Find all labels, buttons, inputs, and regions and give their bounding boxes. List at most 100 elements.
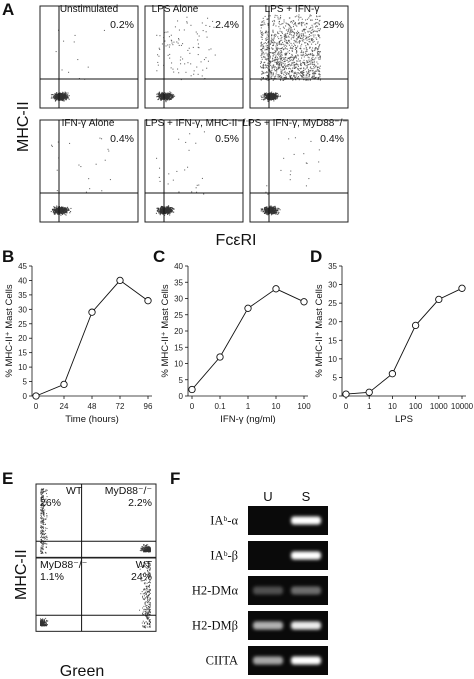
panel-letter-b: B <box>2 247 14 266</box>
flow-dots <box>50 29 105 102</box>
flow-plot-percent: 0.5% <box>215 133 239 145</box>
x-tick-label: 0.1 <box>214 402 226 411</box>
flow-plot-title: LPS + IFN-γ, MyD88⁻/⁻ <box>242 118 347 129</box>
data-point <box>272 285 280 293</box>
gel-row: H2-DMβ <box>192 611 328 640</box>
flow-plot-title: LPS + IFN-γ <box>265 4 320 15</box>
y-tick-label: 30 <box>174 295 183 304</box>
flow-plot-e-left-pct: 1.1% <box>40 571 64 583</box>
flow-plot-percent: 2.4% <box>215 19 239 31</box>
y-axis-title: % MHC-II⁺ Mast Cells <box>314 284 325 377</box>
line-chart-d: 0 5 10 15 20 25 30 35 0 1 10 100 1000 10000 LPS % MHC-I… <box>314 262 474 425</box>
flow-plot-title: IFN-γ Alone <box>62 118 115 129</box>
line-chart-b: 0 5 10 15 20 25 30 35 40 45 0 24 48 72 96 Time (hours)%… <box>4 262 153 425</box>
y-tick-label: 15 <box>18 349 27 358</box>
y-tick-label: 35 <box>174 278 183 287</box>
x-axis-title: LPS <box>395 414 413 425</box>
gel-band-s <box>291 516 321 525</box>
y-tick-label: 20 <box>174 327 183 336</box>
panel-a-flow-plots: MHC-II FcεRI Unstimulated 0.2% LPS Alone 2.… <box>15 4 349 249</box>
data-point <box>342 390 350 398</box>
series-line <box>35 279 149 397</box>
panel-letter-a: A <box>2 0 14 19</box>
y-tick-label: 5 <box>179 376 184 385</box>
y-tick-label: 5 <box>333 373 338 382</box>
y-tick-label: 10 <box>174 360 183 369</box>
gel-row: CIITA <box>206 646 328 675</box>
flow-plot-e-right-label: MyD88⁻/⁻ <box>105 485 153 497</box>
y-tick-label: 35 <box>18 291 27 300</box>
panel-a-ylabel: MHC-II <box>15 101 32 152</box>
x-tick-label: 0 <box>344 402 349 411</box>
gel-row: IAᵇ-α <box>210 506 328 535</box>
flow-plot-title: LPS Alone <box>152 4 199 15</box>
y-tick-label: 0 <box>333 392 338 401</box>
x-tick-label: 72 <box>116 402 125 411</box>
x-tick-label: 1 <box>367 402 372 411</box>
data-point <box>300 298 308 306</box>
series-line <box>191 288 305 390</box>
gel-band-u <box>253 586 283 595</box>
flow-plot-percent: 0.2% <box>110 19 134 31</box>
gel-band-u <box>253 621 283 630</box>
gel-row: IAᵇ-β <box>210 541 328 570</box>
data-point <box>411 321 420 330</box>
y-tick-label: 10 <box>18 363 27 372</box>
y-tick-label: 25 <box>18 320 27 329</box>
lane-label-u: U <box>263 489 272 504</box>
y-tick-label: 45 <box>18 262 27 271</box>
y-tick-label: 30 <box>328 281 337 290</box>
panel-letter-f: F <box>170 469 180 488</box>
flow-plot-title: Unstimulated <box>60 4 118 15</box>
x-tick-label: 48 <box>88 402 97 411</box>
data-point <box>144 297 152 305</box>
flow-plot-percent: 0.4% <box>110 133 134 145</box>
series-line <box>345 287 463 395</box>
data-point <box>32 392 40 400</box>
flow-plot-1 <box>39 5 139 109</box>
flow-plot-5 <box>144 119 244 223</box>
gel-row-label: H2-DMβ <box>192 619 238 633</box>
x-tick-label: 1000 <box>430 402 448 411</box>
gel-band-s <box>291 551 321 560</box>
gel-band-s <box>291 656 321 665</box>
flow-plot-percent: 29% <box>323 19 344 31</box>
gel-row-label: CIITA <box>206 654 238 668</box>
line-chart-c: 0 5 10 15 20 25 30 35 40 0 0.1 1 10 100 IFN-γ (ng/ml)%… <box>160 262 311 425</box>
panel-letter-e: E <box>2 469 13 488</box>
gel-row-label: IAᵇ-α <box>210 514 238 528</box>
flow-plot-percent: 0.4% <box>320 133 344 145</box>
flow-plot-e-right-pct: 2.2% <box>128 497 152 509</box>
flow-plot-4 <box>39 119 139 223</box>
x-tick-label: 0 <box>190 402 195 411</box>
flow-plot-e-left-label: MyD88⁻/⁻ <box>40 559 88 571</box>
x-axis-title: IFN-γ (ng/ml) <box>220 414 275 425</box>
x-axis-title: Time (hours) <box>65 414 119 425</box>
flow-plot-e-left-label: WT <box>66 485 83 497</box>
y-tick-label: 40 <box>174 262 183 271</box>
flow-plot-2 <box>144 5 244 109</box>
y-tick-label: 5 <box>23 378 28 387</box>
data-point <box>216 353 224 361</box>
y-tick-label: 40 <box>18 276 27 285</box>
flow-plot-e-left-pct: 26% <box>40 497 61 509</box>
data-point <box>188 385 196 394</box>
flow-plot-e-1: WT MyD88⁻/⁻ 26% 2.2% <box>35 483 157 558</box>
panel-e-xlabel: Green <box>60 663 104 679</box>
y-tick-label: 25 <box>328 299 337 308</box>
panel-e-flow-plots: MHC-II Green WT MyD88⁻/⁻26% 2.2%MyD88⁻/⁻ WT… <box>13 483 157 679</box>
flow-plot-6 <box>249 119 349 223</box>
y-tick-label: 10 <box>328 355 337 364</box>
y-tick-label: 15 <box>328 336 337 345</box>
y-axis-title: % MHC-II⁺ Mast Cells <box>160 284 171 377</box>
flow-dots <box>156 16 216 103</box>
y-tick-label: 30 <box>18 305 27 314</box>
y-tick-label: 25 <box>174 311 183 320</box>
flow-dots <box>40 488 151 554</box>
y-tick-label: 20 <box>328 318 337 327</box>
flow-dots <box>50 137 111 216</box>
y-tick-label: 15 <box>174 343 183 352</box>
